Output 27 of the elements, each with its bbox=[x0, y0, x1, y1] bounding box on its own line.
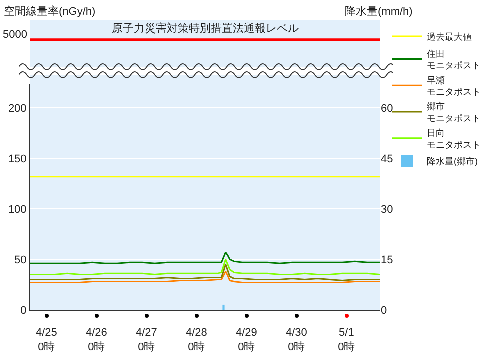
y-tick-label: 150 bbox=[8, 154, 27, 166]
legend-label: 住田モニタポスト bbox=[427, 48, 481, 71]
legend-label: 過去最大値 bbox=[427, 32, 472, 42]
y-tick-label: 50 bbox=[14, 254, 27, 266]
y-axis-title: 空間線量率(nGy/h) bbox=[4, 5, 96, 18]
legend-label: 郷市モニタポスト bbox=[427, 102, 481, 124]
y2-tick-label: 0 bbox=[381, 304, 388, 317]
x-tick-label: 4/27 0時 bbox=[136, 327, 158, 354]
x-tick-label: 4/29 0時 bbox=[236, 327, 258, 354]
y-tick-label: 0 bbox=[20, 304, 27, 317]
x-tick-label: 4/25 0時 bbox=[36, 327, 58, 354]
x-tick-label: 5/1 0時 bbox=[338, 327, 356, 354]
y2-tick-label: 45 bbox=[381, 154, 394, 166]
y-tick-label: 100 bbox=[8, 204, 27, 216]
text: 5000 bbox=[3, 29, 28, 41]
x-tick-label: 4/28 0時 bbox=[186, 327, 208, 354]
legend-label: 降水量(郷市) bbox=[427, 156, 478, 167]
text: 原子力災害対策特別措置法通報レベル bbox=[112, 22, 299, 35]
y2-tick-label: 15 bbox=[381, 254, 394, 266]
y2-tick-label: 60 bbox=[381, 103, 394, 116]
legend-label: 早瀬モニタポスト bbox=[427, 75, 481, 97]
x-tick-label: 4/26 0時 bbox=[86, 327, 108, 354]
y-tick-label: 200 bbox=[8, 103, 27, 116]
legend-label: 日向モニタポスト bbox=[427, 128, 481, 150]
x-tick-label: 4/30 0時 bbox=[286, 327, 308, 354]
y2-axis-title: 降水量(mm/h) bbox=[345, 5, 413, 18]
y2-tick-label: 30 bbox=[381, 204, 394, 216]
